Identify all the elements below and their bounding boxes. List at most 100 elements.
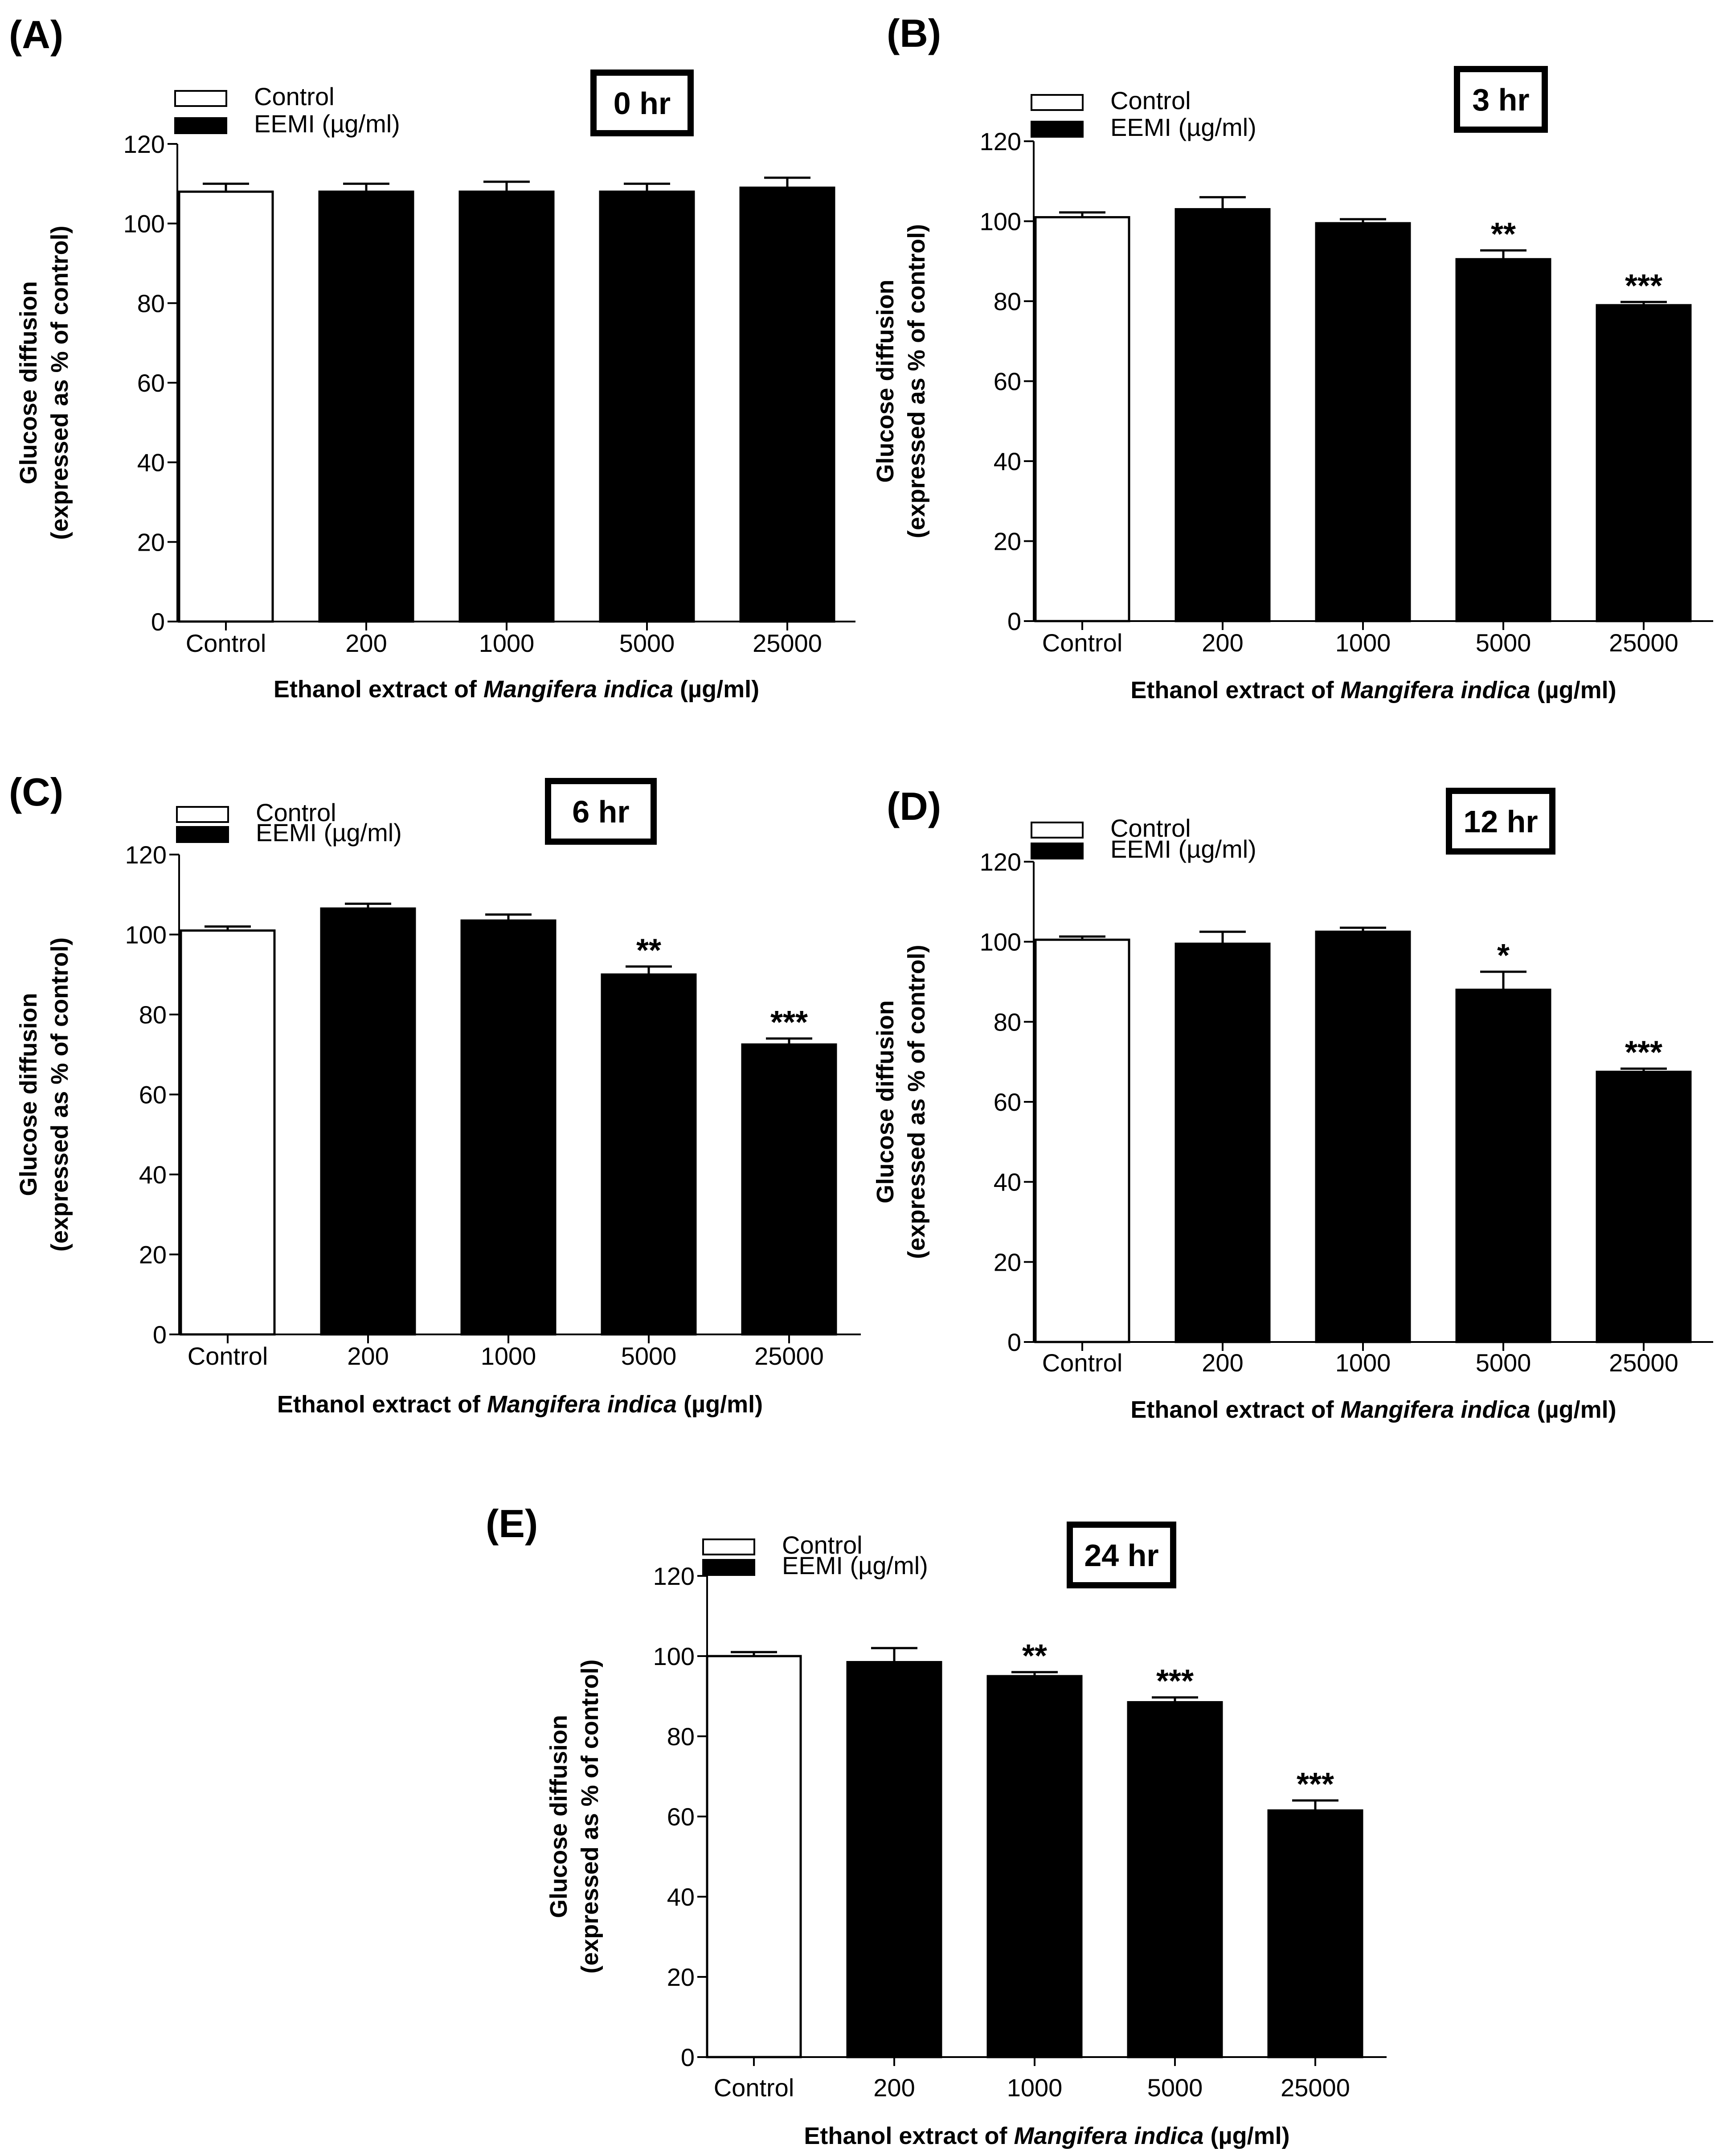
panel-label: (E)	[486, 1501, 538, 1546]
bar-25000	[1596, 1071, 1692, 1343]
bar-5000	[1455, 258, 1551, 622]
bar-25000	[1267, 1809, 1363, 2058]
bar-200	[1175, 208, 1271, 622]
panel-label: (B)	[887, 11, 941, 55]
legend-label-control: Control	[782, 1531, 863, 1559]
x-axis-title-species: Mangifera indica	[483, 676, 673, 703]
legend-label-treatment: EEMI (µg/ml)	[1110, 113, 1256, 141]
legend-swatch-control	[1031, 94, 1084, 111]
bar-5000	[599, 190, 695, 623]
y-tick-label: 120	[980, 127, 1021, 155]
y-axis-title-line2: (expressed as % of control)	[46, 937, 73, 1252]
legend-label-control: Control	[256, 798, 336, 826]
bar-1000	[1315, 930, 1411, 1343]
panel-label: (D)	[887, 784, 941, 828]
y-tick-label: 80	[139, 1001, 167, 1029]
y-tick-label: 100	[980, 208, 1021, 236]
bar-5000	[1455, 988, 1551, 1343]
x-tick-label: 1000	[479, 629, 535, 657]
y-tick-label: 120	[123, 130, 165, 158]
x-tick-label: 200	[1202, 1349, 1243, 1377]
bar-200	[320, 907, 416, 1336]
x-tick-label: Control	[1042, 1349, 1123, 1377]
y-axis-title-line2: (expressed as % of control)	[903, 224, 930, 538]
x-tick-label: 5000	[621, 1342, 677, 1370]
y-tick-label: 60	[137, 369, 165, 397]
x-tick-label: 1000	[1007, 2074, 1063, 2102]
x-axis-title: Ethanol extract of Mangifera indica (µg/…	[1130, 677, 1616, 704]
x-tick-label: 5000	[619, 629, 675, 657]
time-label: 3 hr	[1472, 82, 1529, 117]
legend-swatch-control	[174, 90, 227, 107]
y-axis-title-line1: Glucose diffusion	[872, 279, 899, 483]
y-tick-label: 0	[681, 2043, 695, 2071]
x-axis-title: Ethanol extract of Mangifera indica (µg/…	[804, 2123, 1289, 2149]
bar-25000	[1596, 304, 1692, 622]
significance-marker: *	[1497, 938, 1510, 974]
significance-marker: ***	[1297, 1767, 1334, 1802]
x-axis-title-prefix: Ethanol extract of	[1130, 1396, 1340, 1423]
time-label-box	[1446, 788, 1555, 855]
x-tick-label: 1000	[1335, 629, 1391, 657]
x-tick-label: 25000	[754, 1342, 824, 1370]
bar-5000	[601, 973, 697, 1336]
y-tick-label: 20	[137, 528, 165, 556]
x-tick-label: Control	[714, 2074, 794, 2102]
y-tick-label: 60	[994, 368, 1021, 396]
y-tick-label: 120	[653, 1562, 695, 1590]
time-label-box	[1067, 1522, 1176, 1588]
bar-1000	[986, 1675, 1083, 2058]
panel-label: (A)	[9, 12, 63, 57]
y-tick-label: 120	[125, 841, 167, 869]
significance-marker: ***	[1625, 1035, 1662, 1070]
legend-label-treatment: EEMI (µg/ml)	[1110, 835, 1256, 863]
legend-swatch-control	[1031, 822, 1084, 839]
bar-1000	[460, 919, 557, 1336]
significance-marker: ***	[1625, 268, 1662, 304]
legend-label-control: Control	[1110, 814, 1191, 842]
time-label: 6 hr	[572, 794, 629, 829]
legend-label-control: Control	[1110, 86, 1191, 115]
x-tick-label: 200	[873, 2074, 915, 2102]
y-tick-label: 100	[123, 210, 165, 238]
y-axis-title-line1: Glucose diffusion	[15, 993, 42, 1196]
x-axis-title: Ethanol extract of Mangifera indica (µg/…	[277, 1391, 763, 1418]
x-tick-label: 200	[345, 629, 387, 657]
x-tick-label: 200	[1202, 629, 1243, 657]
x-axis-title: Ethanol extract of Mangifera indica (µg/…	[274, 676, 759, 703]
bar-1000	[1315, 222, 1411, 622]
y-tick-label: 40	[994, 447, 1021, 475]
legend-label-control: Control	[254, 82, 335, 110]
time-label-box	[545, 778, 657, 845]
y-tick-label: 100	[980, 928, 1021, 956]
x-axis-title-unit: (µg/ml)	[1204, 2123, 1290, 2149]
time-label: 12 hr	[1463, 804, 1538, 839]
x-tick-label: Control	[186, 629, 266, 657]
legend-label-treatment: EEMI (µg/ml)	[256, 818, 402, 847]
legend-swatch-treatment	[1031, 121, 1084, 138]
y-tick-label: 20	[667, 1963, 695, 1991]
x-axis-title-unit: (µg/ml)	[1531, 677, 1617, 704]
x-axis-title-species: Mangifera indica	[487, 1391, 677, 1418]
time-label: 0 hr	[614, 86, 671, 121]
legend-swatch-treatment	[176, 826, 229, 843]
y-axis-title-line1: Glucose diffusion	[545, 1715, 572, 1918]
x-tick-label: 25000	[1609, 1349, 1678, 1377]
y-tick-label: 20	[994, 528, 1021, 556]
x-tick-label: 25000	[1609, 629, 1678, 657]
x-axis-title-species: Mangifera indica	[1340, 677, 1530, 704]
bar-Control	[178, 190, 274, 623]
bar-200	[846, 1661, 942, 2058]
legend-swatch-control	[702, 1538, 755, 1555]
y-tick-label: 40	[994, 1168, 1021, 1196]
bar-1000	[458, 190, 555, 623]
y-tick-label: 20	[139, 1241, 167, 1269]
y-tick-label: 80	[137, 289, 165, 317]
x-tick-label: 1000	[1335, 1349, 1391, 1377]
x-axis-title: Ethanol extract of Mangifera indica (µg/…	[1130, 1396, 1616, 1423]
y-tick-label: 0	[151, 608, 165, 636]
